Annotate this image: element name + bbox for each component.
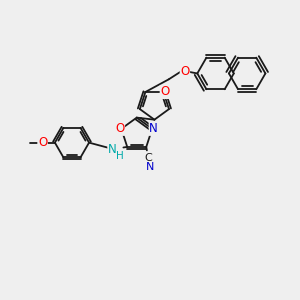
Text: C: C (144, 153, 152, 163)
Text: N: N (149, 122, 158, 135)
Text: O: O (160, 85, 170, 98)
Text: H: H (116, 151, 124, 161)
Text: N: N (108, 143, 117, 156)
Text: N: N (146, 162, 154, 172)
Text: O: O (180, 65, 190, 79)
Text: O: O (38, 136, 47, 149)
Text: O: O (115, 122, 124, 135)
